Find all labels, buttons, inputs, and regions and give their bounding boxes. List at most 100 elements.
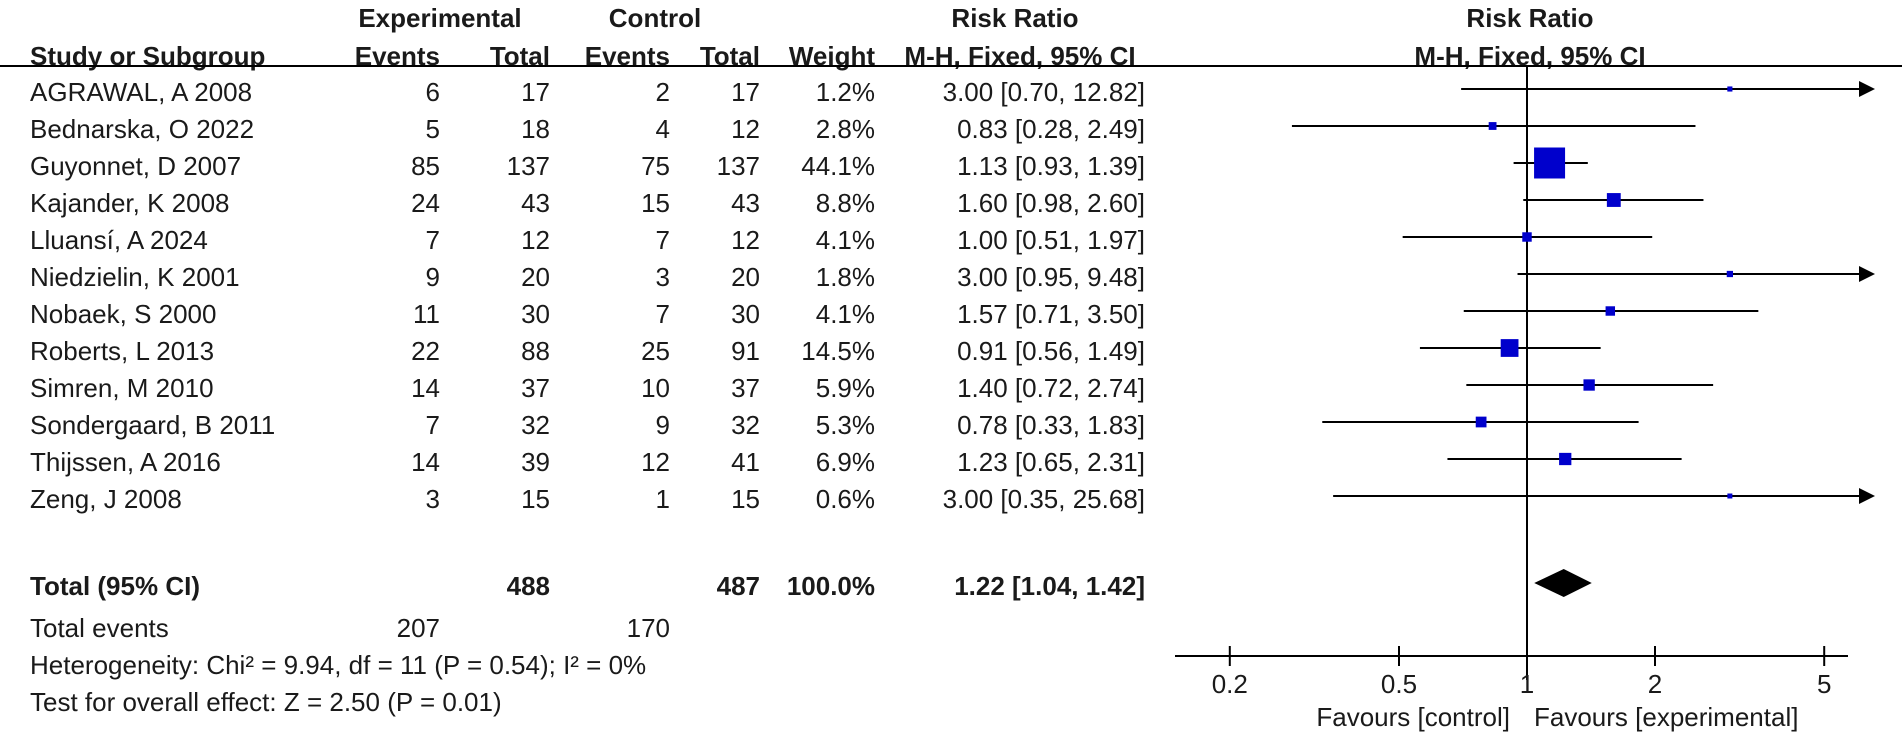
study-marker xyxy=(1726,270,1734,278)
ctrl-total: 43 xyxy=(731,188,760,218)
weight-value: 0.6% xyxy=(815,484,875,514)
study-marker xyxy=(1500,339,1519,357)
ctrl-events: 25 xyxy=(641,336,670,366)
header-control: Control xyxy=(608,3,702,33)
study-marker xyxy=(1475,416,1487,428)
ctrl-events: 12 xyxy=(641,447,670,477)
total-label: Total (95% CI) xyxy=(30,571,200,601)
study-name: Lluansí, A 2024 xyxy=(30,225,208,255)
ci-value: 3.00 [0.35, 25.68] xyxy=(942,484,1145,514)
exp-events: 24 xyxy=(411,188,440,218)
study-name: Bednarska, O 2022 xyxy=(30,114,255,144)
weight-value: 1.2% xyxy=(815,77,875,107)
total-weight: 100.0% xyxy=(786,571,875,601)
exp-total: 43 xyxy=(521,188,550,218)
exp-events: 14 xyxy=(411,447,440,477)
x-tick-label: 0.5 xyxy=(1381,669,1417,699)
x-tick-label: 1 xyxy=(1520,669,1534,699)
total-exp-total: 488 xyxy=(506,571,550,601)
exp-events: 11 xyxy=(413,299,440,329)
exp-events: 14 xyxy=(411,373,440,403)
exp-total: 137 xyxy=(506,151,550,181)
weight-value: 5.9% xyxy=(815,373,875,403)
study-name: Simren, M 2010 xyxy=(30,373,214,403)
ctrl-events: 7 xyxy=(655,299,670,329)
ctrl-events: 1 xyxy=(655,484,670,514)
study-name: Zeng, J 2008 xyxy=(30,484,182,514)
ci-value: 0.91 [0.56, 1.49] xyxy=(957,336,1145,366)
ci-value: 1.23 [0.65, 2.31] xyxy=(957,447,1145,477)
weight-value: 44.1% xyxy=(801,151,875,181)
ci-value: 0.83 [0.28, 2.49] xyxy=(957,114,1145,144)
ctrl-events: 4 xyxy=(655,114,670,144)
weight-value: 14.5% xyxy=(801,336,875,366)
ctrl-total: 37 xyxy=(731,373,760,403)
study-marker xyxy=(1727,493,1733,499)
study-marker xyxy=(1534,147,1566,179)
total-events-label: Total events xyxy=(30,613,169,643)
study-marker xyxy=(1606,193,1621,207)
exp-total: 88 xyxy=(521,336,550,366)
study-name: Guyonnet, D 2007 xyxy=(30,151,242,181)
study-marker xyxy=(1583,379,1595,391)
exp-events: 22 xyxy=(411,336,440,366)
x-tick-label: 0.2 xyxy=(1212,669,1248,699)
plot-header-risk-ratio: Risk Ratio xyxy=(1466,3,1594,33)
favours-experimental: Favours [experimental] xyxy=(1534,702,1799,732)
study-name: Thijssen, A 2016 xyxy=(30,447,221,477)
exp-total: 17 xyxy=(521,77,550,107)
study-name: Roberts, L 2013 xyxy=(30,336,215,366)
weight-value: 4.1% xyxy=(815,299,875,329)
ctrl-total: 91 xyxy=(731,336,760,366)
ci-value: 3.00 [0.95, 9.48] xyxy=(957,262,1145,292)
ctrl-events: 9 xyxy=(655,410,670,440)
exp-total: 15 xyxy=(521,484,550,514)
weight-value: 5.3% xyxy=(815,410,875,440)
weight-value: 8.8% xyxy=(815,188,875,218)
heterogeneity-text: Heterogeneity: Chi² = 9.94, df = 11 (P =… xyxy=(30,650,647,680)
favours-control: Favours [control] xyxy=(1316,702,1510,732)
ctrl-events: 7 xyxy=(655,225,670,255)
ctrl-total: 12 xyxy=(731,114,760,144)
weight-value: 4.1% xyxy=(815,225,875,255)
ctrl-total: 12 xyxy=(731,225,760,255)
exp-total: 32 xyxy=(521,410,550,440)
exp-events: 7 xyxy=(425,410,440,440)
exp-total: 18 xyxy=(521,114,550,144)
ctrl-total: 15 xyxy=(731,484,760,514)
study-name: Nobaek, S 2000 xyxy=(30,299,217,329)
ctrl-events: 10 xyxy=(641,373,670,403)
total-ctrl-total: 487 xyxy=(716,571,760,601)
header-experimental: Experimental xyxy=(358,3,522,33)
study-name: Sondergaard, B 2011 xyxy=(30,410,276,440)
exp-total: 20 xyxy=(521,262,550,292)
study-name: Kajander, K 2008 xyxy=(30,188,230,218)
study-marker xyxy=(1559,452,1572,466)
exp-events: 5 xyxy=(425,114,440,144)
x-tick-label: 5 xyxy=(1817,669,1831,699)
study-marker xyxy=(1605,306,1616,316)
exp-total: 37 xyxy=(521,373,550,403)
ctrl-total: 41 xyxy=(731,447,760,477)
study-marker xyxy=(1488,122,1497,130)
total-ci: 1.22 [1.04, 1.42] xyxy=(954,571,1145,601)
study-marker xyxy=(1727,86,1733,92)
weight-value: 6.9% xyxy=(815,447,875,477)
exp-events: 7 xyxy=(425,225,440,255)
overall-effect-text: Test for overall effect: Z = 2.50 (P = 0… xyxy=(30,687,502,717)
ci-value: 1.40 [0.72, 2.74] xyxy=(957,373,1145,403)
study-name: Niedzielin, K 2001 xyxy=(30,262,240,292)
header-risk-ratio: Risk Ratio xyxy=(951,3,1079,33)
ctrl-events: 75 xyxy=(641,151,670,181)
exp-events: 85 xyxy=(411,151,440,181)
ctrl-events: 15 xyxy=(641,188,670,218)
exp-total: 12 xyxy=(521,225,550,255)
ci-arrow-right xyxy=(1859,266,1875,282)
total-diamond xyxy=(1534,569,1592,597)
ci-arrow-right xyxy=(1859,488,1875,504)
exp-events: 3 xyxy=(425,484,440,514)
ctrl-total: 30 xyxy=(731,299,760,329)
weight-value: 1.8% xyxy=(815,262,875,292)
ci-arrow-right xyxy=(1859,81,1875,97)
